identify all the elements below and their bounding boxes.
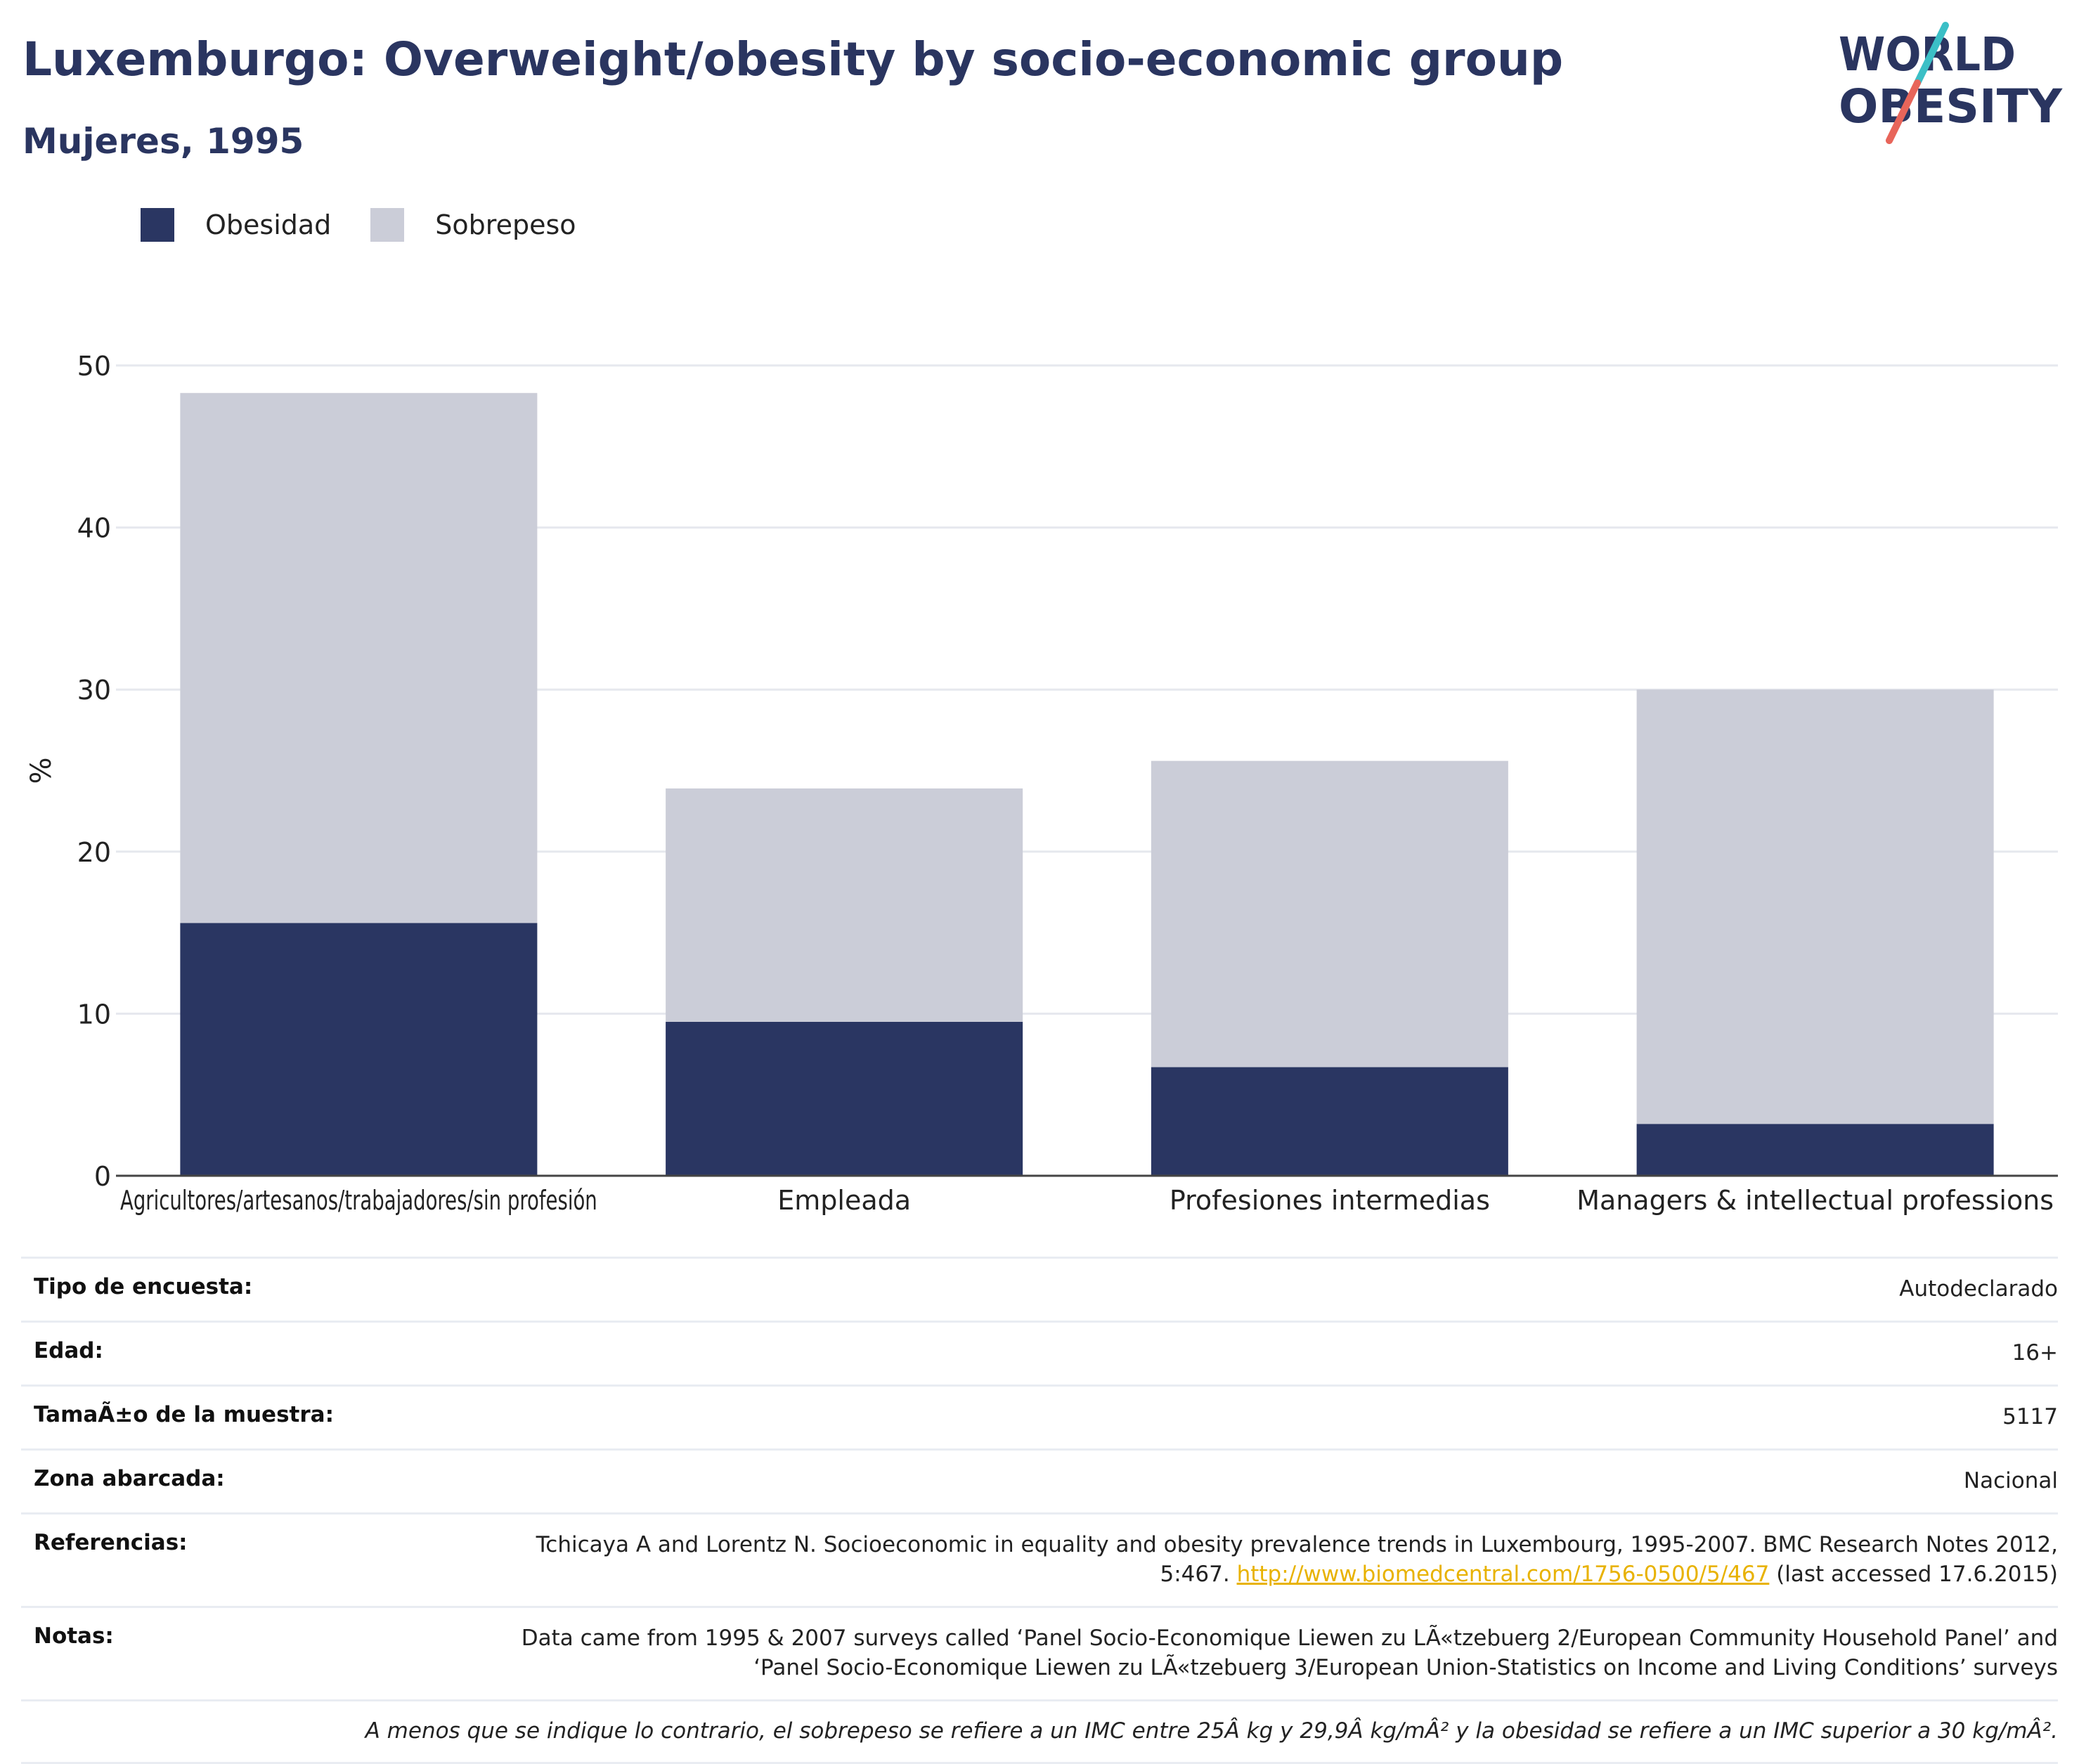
y-tick-label: 40 [77, 513, 111, 544]
chart-title: Luxemburgo: Overweight/obesity by socio-… [22, 32, 1564, 86]
info-value-age: 16+ [2012, 1340, 2058, 1366]
bar-obesidad-1[interactable] [666, 1021, 1023, 1176]
info-label-sample-size: TamaÃ±o de la muestra: [34, 1402, 334, 1427]
chart-subtitle: Mujeres, 1995 [22, 121, 304, 162]
legend-label-sobrepeso: Sobrepeso [435, 209, 576, 240]
x-tick-label: Empleada [777, 1185, 911, 1216]
stacked-bar-chart: 0 10 20 30 40 50% Agricultores/artesanos/traba… [25, 351, 2058, 1216]
legend-swatch-sobrepeso [370, 208, 405, 242]
bar-obesidad-0[interactable] [180, 923, 538, 1176]
bar-sobrepeso-2[interactable] [1151, 760, 1508, 1068]
x-tick-label: Profesiones intermedias [1170, 1185, 1490, 1216]
y-tick-label: 20 [77, 837, 111, 868]
reference-link[interactable]: http://www.biomedcentral.com/1756-0500/5… [1236, 1562, 1770, 1587]
definition-footnote: A menos que se indique lo contrario, el … [21, 1699, 2058, 1764]
logo-line-obesity: OBESITY [1839, 79, 2063, 134]
info-row-area: Zona abarcada: Nacional [21, 1448, 2058, 1512]
info-row-sample-size: TamaÃ±o de la muestra: 5117 [21, 1384, 2058, 1448]
legend-item-obesidad[interactable]: Obesidad [141, 208, 331, 242]
reference-accessed: (last accessed 17.6.2015) [1769, 1562, 2058, 1587]
x-tick-label: Agricultores/artesanos/trabajadores/sin … [120, 1185, 597, 1216]
bar-obesidad-3[interactable] [1636, 1124, 1994, 1176]
info-row-references: Referencias: Tchicaya A and Lorentz N. S… [21, 1512, 2058, 1606]
y-tick-label: 30 [77, 675, 111, 706]
logo-slash-top [1914, 22, 1949, 86]
legend-label-obesidad: Obesidad [205, 209, 332, 240]
reference-text: Tchicaya A and Lorentz N. Socioeconomic … [536, 1532, 2058, 1587]
info-row-notes: Notas: Data came from 1995 & 2007 survey… [21, 1606, 2058, 1699]
y-axis-label: % [25, 757, 58, 784]
info-label-area: Zona abarcada: [34, 1466, 225, 1491]
legend-item-sobrepeso[interactable]: Sobrepeso [370, 208, 576, 242]
info-value-sample-size: 5117 [2002, 1404, 2058, 1429]
bar-sobrepeso-3[interactable] [1636, 689, 1994, 1124]
info-row-age: Edad: 16+ [21, 1321, 2058, 1384]
chart-legend: Obesidad Sobrepeso [141, 208, 616, 242]
info-row-survey-type: Tipo de encuesta: Autodeclarado [21, 1257, 2058, 1321]
y-tick-label: 0 [94, 1161, 111, 1192]
legend-swatch-obesidad [141, 208, 174, 242]
bar-sobrepeso-0[interactable] [180, 393, 538, 923]
survey-info-table: Tipo de encuesta: Autodeclarado Edad: 16… [21, 1257, 2058, 1764]
info-value-notes: Data came from 1995 & 2007 surveys calle… [521, 1626, 2058, 1680]
logo-line-world: WORLD [1839, 27, 2016, 82]
info-value-survey-type: Autodeclarado [1899, 1276, 2058, 1302]
bar-obesidad-2[interactable] [1151, 1067, 1508, 1176]
info-label-age: Edad: [34, 1338, 103, 1363]
info-value-references: Tchicaya A and Lorentz N. Socioeconomic … [512, 1530, 2058, 1589]
bar-sobrepeso-1[interactable] [666, 788, 1023, 1022]
info-label-references: Referencias: [34, 1530, 188, 1555]
x-tick-label: Managers & intellectual professions [1576, 1185, 2054, 1216]
logo-slash-bottom [1886, 79, 1921, 144]
y-tick-label: 50 [77, 351, 111, 382]
info-label-survey-type: Tipo de encuesta: [34, 1274, 253, 1299]
y-tick-label: 10 [77, 999, 111, 1030]
info-label-notes: Notas: [34, 1623, 114, 1649]
info-value-area: Nacional [1963, 1468, 2058, 1493]
world-obesity-logo: WORLD OBESITY [1839, 22, 2063, 144]
